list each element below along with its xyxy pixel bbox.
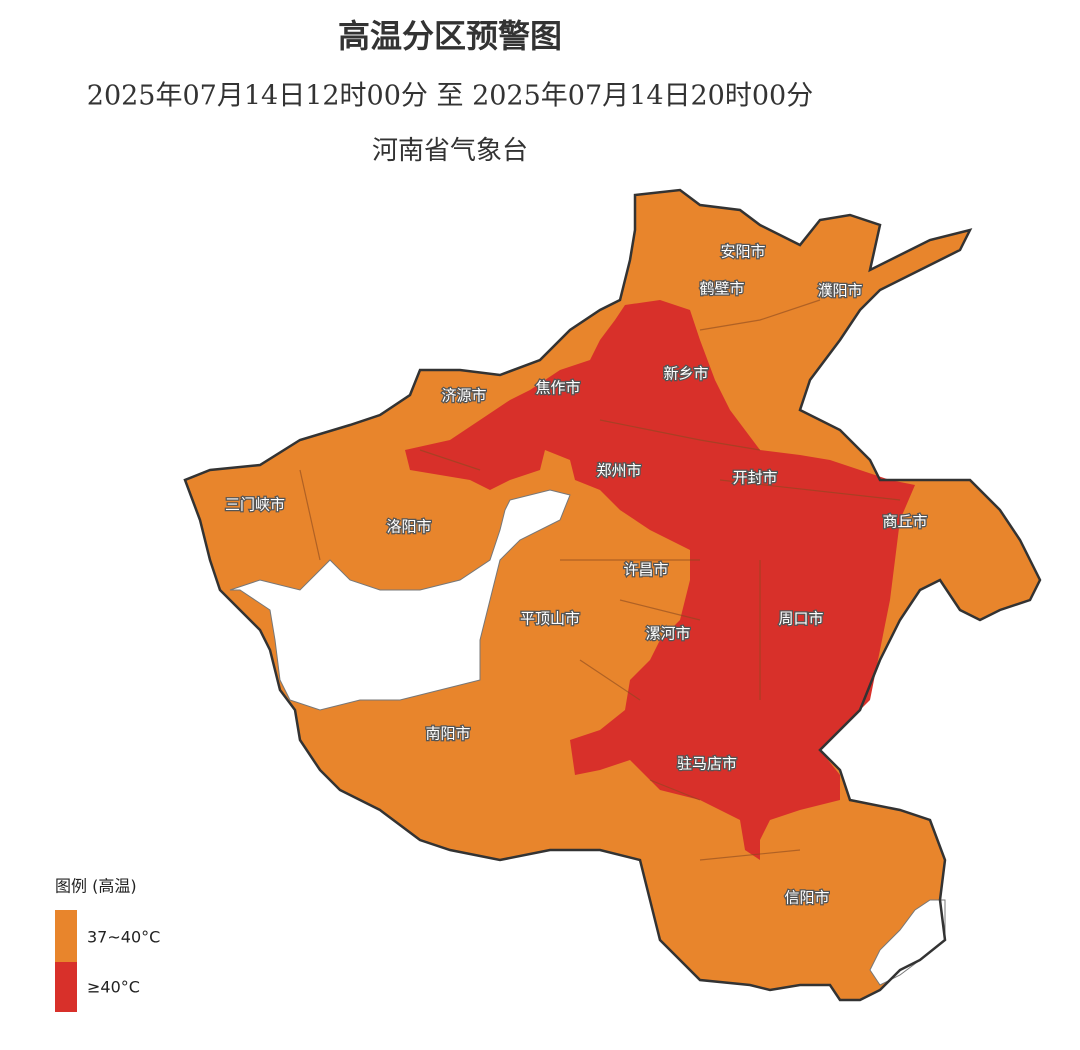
city-label: 驻马店市 — [677, 755, 737, 773]
city-label: 鹤壁市 — [699, 280, 744, 298]
legend: 图例 (高温) 37~40°C ≥40°C — [55, 877, 160, 1012]
city-label: 开封市 — [732, 469, 777, 487]
city-label: 许昌市 — [623, 561, 668, 579]
title: 高温分区预警图 — [338, 17, 562, 55]
period: 2025年07月14日12时00分 至 2025年07月14日20时00分 — [87, 81, 813, 112]
city-label: 濮阳市 — [817, 282, 862, 300]
province-border — [183, 188, 1042, 1002]
city-label: 南阳市 — [425, 725, 470, 743]
city-label: 安阳市 — [720, 243, 765, 261]
city-label: 郑州市 — [596, 462, 641, 480]
legend-title: 图例 (高温) — [55, 877, 137, 896]
region-none — [229, 489, 571, 711]
city-label: 三门峡市 — [225, 496, 285, 514]
legend-label: 37~40°C — [87, 928, 160, 947]
city-label: 平顶山市 — [520, 610, 580, 628]
city-label: 焦作市 — [535, 379, 580, 397]
city-borders — [299, 299, 901, 861]
city-label: 洛阳市 — [386, 518, 431, 536]
city-label: 商丘市 — [882, 513, 927, 531]
city-label: 周口市 — [778, 610, 823, 628]
legend-swatch — [55, 910, 77, 962]
city-label: 新乡市 — [663, 365, 708, 383]
city-label: 漯河市 — [645, 625, 690, 643]
map — [183, 188, 1042, 1002]
legend-label: ≥40°C — [87, 978, 140, 997]
legend-swatch — [55, 962, 77, 1012]
city-label: 信阳市 — [784, 889, 829, 907]
city-label: 济源市 — [441, 387, 486, 405]
region-red — [405, 300, 915, 860]
issuer: 河南省气象台 — [372, 136, 528, 166]
region-none — [869, 899, 946, 986]
